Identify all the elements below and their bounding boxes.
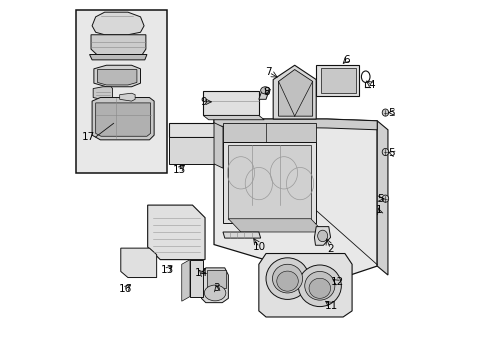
Polygon shape [89, 54, 147, 60]
Ellipse shape [260, 87, 269, 94]
Ellipse shape [298, 265, 341, 307]
Text: 8: 8 [263, 87, 269, 97]
Polygon shape [314, 226, 330, 245]
Polygon shape [258, 253, 351, 317]
Polygon shape [92, 98, 154, 140]
Polygon shape [273, 65, 316, 119]
Polygon shape [320, 68, 355, 93]
Polygon shape [97, 69, 137, 85]
Polygon shape [214, 119, 376, 280]
Polygon shape [182, 260, 190, 301]
Polygon shape [121, 248, 156, 278]
Polygon shape [169, 137, 214, 164]
Text: 5: 5 [387, 108, 394, 118]
Text: 13: 13 [161, 265, 174, 275]
Text: 5: 5 [377, 194, 383, 204]
Ellipse shape [382, 195, 388, 202]
Text: 3: 3 [213, 283, 220, 293]
Polygon shape [96, 103, 150, 136]
Polygon shape [190, 260, 203, 297]
Text: 15: 15 [172, 165, 185, 175]
Polygon shape [258, 91, 268, 99]
Polygon shape [169, 123, 214, 137]
Polygon shape [228, 219, 323, 232]
Ellipse shape [304, 271, 334, 300]
Polygon shape [214, 123, 223, 168]
Ellipse shape [382, 109, 388, 116]
Ellipse shape [272, 264, 302, 293]
Polygon shape [316, 65, 359, 96]
Polygon shape [201, 268, 228, 303]
Polygon shape [203, 91, 258, 116]
Ellipse shape [265, 258, 308, 300]
Polygon shape [206, 270, 225, 288]
Text: 2: 2 [326, 244, 333, 254]
Polygon shape [223, 232, 260, 238]
Ellipse shape [382, 148, 388, 156]
Polygon shape [203, 116, 264, 120]
Ellipse shape [308, 278, 330, 298]
Polygon shape [228, 145, 310, 219]
Text: 16: 16 [119, 284, 132, 294]
Polygon shape [92, 12, 144, 35]
Polygon shape [147, 205, 204, 260]
Text: 6: 6 [343, 55, 349, 65]
Polygon shape [214, 119, 376, 130]
Ellipse shape [276, 271, 298, 291]
Text: 9: 9 [200, 97, 206, 107]
Polygon shape [91, 35, 145, 54]
Bar [76, 10, 167, 173]
Text: 4: 4 [368, 80, 374, 90]
Text: 14: 14 [194, 267, 208, 278]
Text: 1: 1 [375, 206, 382, 216]
Polygon shape [278, 69, 312, 116]
Polygon shape [376, 121, 387, 275]
Text: 12: 12 [330, 277, 343, 287]
Polygon shape [93, 87, 112, 100]
Text: 11: 11 [324, 301, 337, 311]
Text: 5: 5 [387, 148, 394, 158]
Ellipse shape [204, 285, 225, 301]
Polygon shape [94, 65, 140, 87]
Polygon shape [223, 142, 316, 223]
Polygon shape [223, 123, 316, 142]
Text: 7: 7 [265, 67, 272, 77]
Text: 10: 10 [252, 242, 265, 252]
Text: 17: 17 [81, 132, 95, 142]
Ellipse shape [317, 230, 327, 242]
Polygon shape [120, 93, 135, 101]
